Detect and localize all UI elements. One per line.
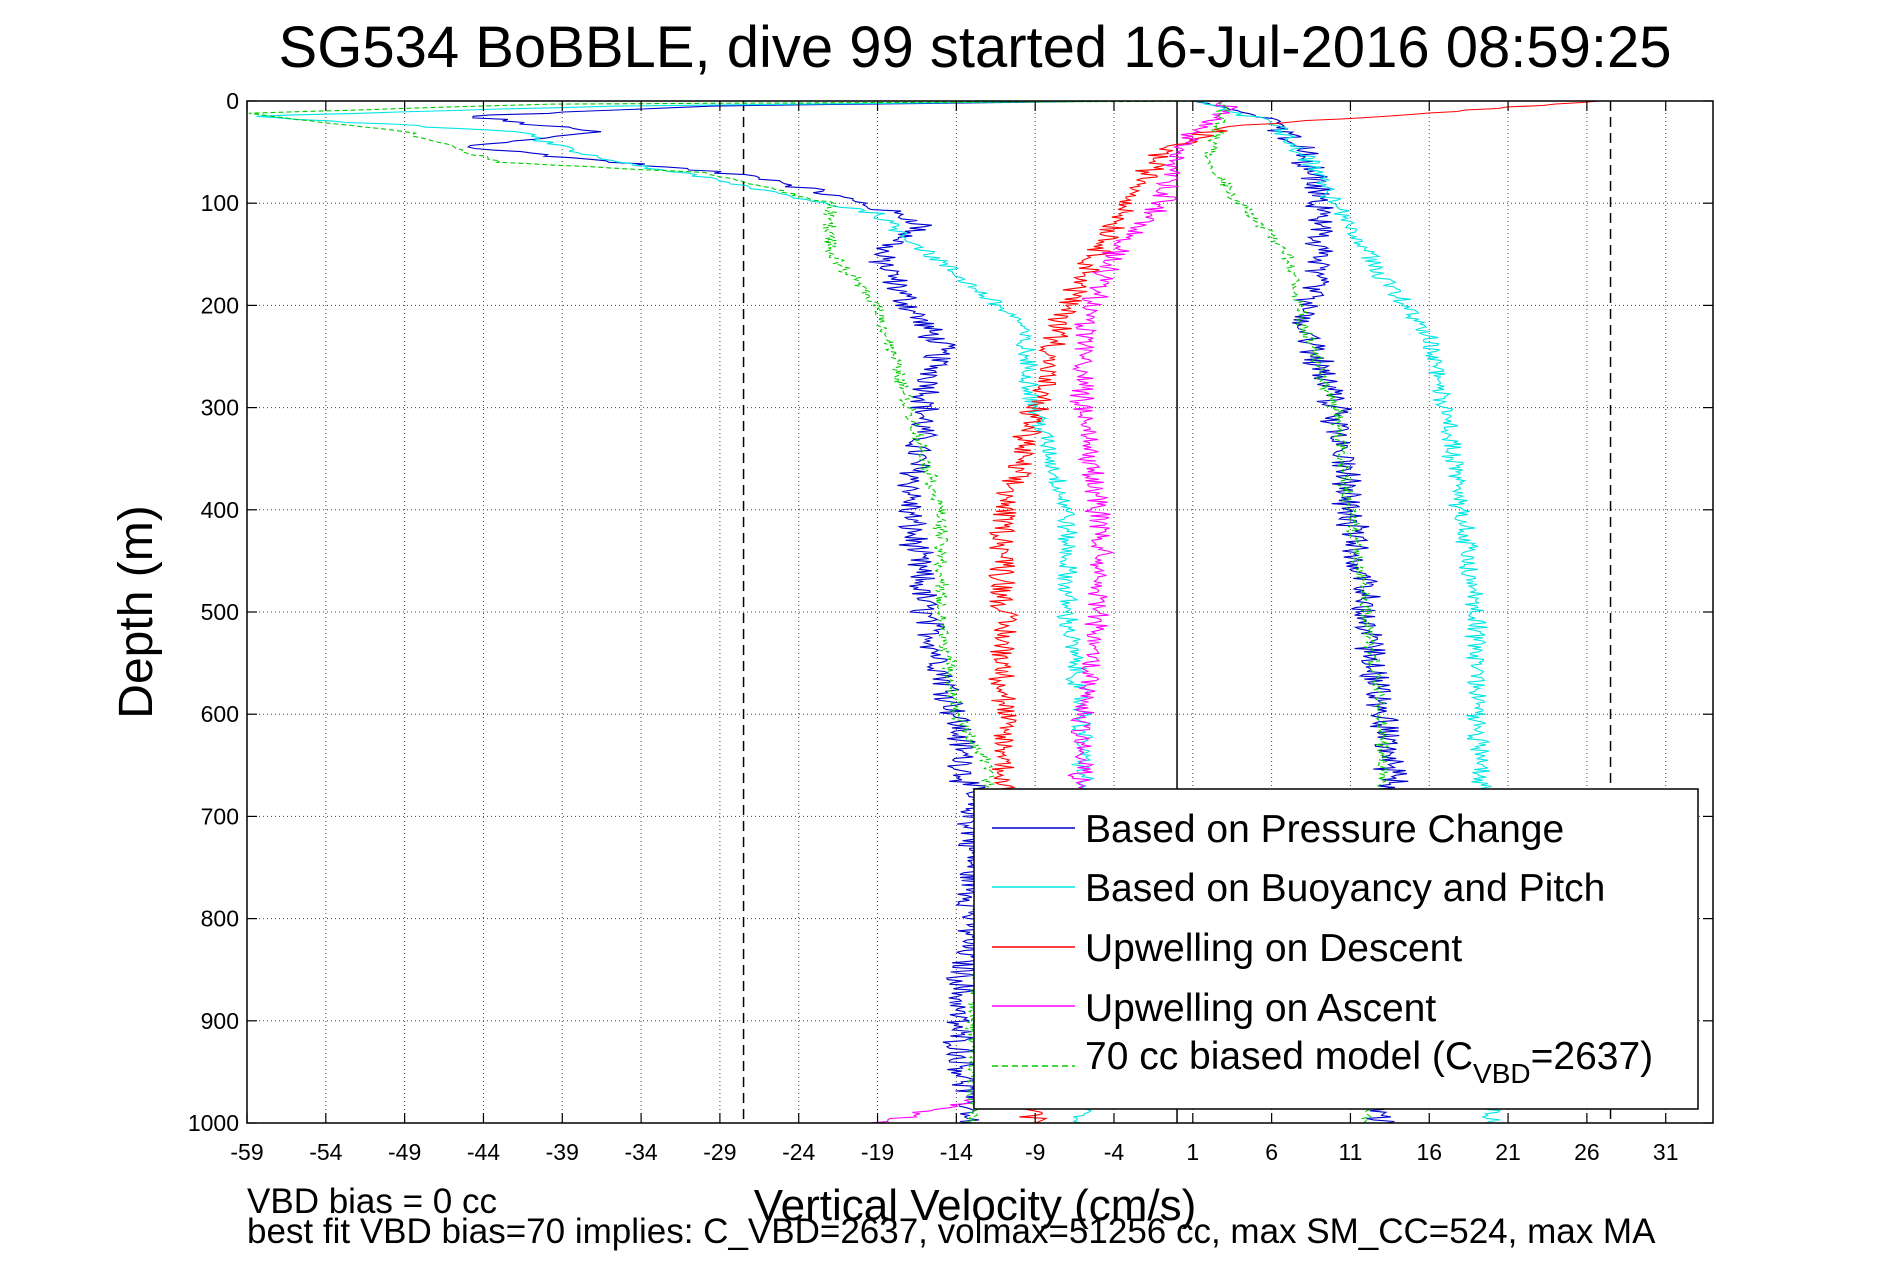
x-tick-label: -54 — [309, 1139, 342, 1165]
x-tick-label: 6 — [1265, 1139, 1278, 1165]
x-axis-label: Vertical Velocity (cm/s) — [754, 1181, 1197, 1230]
legend-box — [973, 788, 1699, 1110]
vbd-bias-note: VBD bias = 0 cc — [247, 1182, 497, 1221]
x-tick-label: -39 — [546, 1139, 579, 1165]
y-tick-label: 600 — [201, 701, 239, 727]
y-tick-label: 1000 — [188, 1110, 239, 1136]
y-tick-label: 700 — [201, 803, 239, 829]
x-tick-label: 16 — [1416, 1139, 1442, 1165]
x-tick-label: -9 — [1025, 1139, 1045, 1165]
y-tick-label: 0 — [226, 88, 239, 114]
x-tick-label: 1 — [1186, 1139, 1199, 1165]
x-tick-label: 31 — [1653, 1139, 1679, 1165]
legend-label-pressure: Based on Pressure Change — [1085, 808, 1564, 851]
legend-model-main: 70 cc biased model (C — [1085, 1035, 1473, 1078]
x-axis-ticks: -59 -54 -49 -44 -39 -34 -29 -24 -19 -14 -9 -4 1 6 11 16… — [230, 101, 1679, 1165]
y-tick-label: 400 — [201, 497, 239, 523]
x-tick-label: 21 — [1495, 1139, 1521, 1165]
x-tick-label: -19 — [861, 1139, 894, 1165]
y-axis-label: Depth (m) — [110, 505, 163, 718]
x-tick-label: -24 — [782, 1139, 815, 1165]
x-tick-label: -4 — [1104, 1139, 1125, 1165]
best-fit-note: best fit VBD bias=70 implies: C_VBD=2637… — [247, 1212, 1656, 1251]
x-tick-label: -49 — [388, 1139, 421, 1165]
x-tick-label: -14 — [940, 1139, 973, 1165]
x-tick-label: 26 — [1574, 1139, 1600, 1165]
y-tick-label: 300 — [201, 395, 239, 421]
series-line-based-on-pressure-descent — [466, 101, 1117, 1123]
chart-title: SG534 BoBBLE, dive 99 started 16-Jul-201… — [279, 15, 1672, 80]
legend: Based on Pressure Change Based on Buoyan… — [973, 788, 1699, 1110]
legend-label-buoyancy: Based on Buoyancy and Pitch — [1085, 867, 1605, 910]
y-tick-label: 100 — [201, 190, 239, 216]
y-tick-label: 200 — [201, 292, 239, 318]
legend-label-model: 70 cc biased model (CVBD=2637) — [1085, 1035, 1653, 1089]
legend-model-subscript: VBD — [1473, 1058, 1531, 1089]
y-tick-label: 500 — [201, 599, 239, 625]
x-tick-label: 11 — [1338, 1139, 1362, 1165]
x-tick-label: -29 — [703, 1139, 736, 1165]
x-tick-label: -59 — [230, 1139, 263, 1165]
y-tick-label: 800 — [201, 906, 239, 932]
legend-label-descent: Upwelling on Descent — [1085, 927, 1462, 970]
x-tick-label: -44 — [467, 1139, 500, 1165]
legend-model-value: =2637) — [1531, 1035, 1654, 1078]
legend-label-ascent: Upwelling on Ascent — [1085, 987, 1436, 1030]
y-tick-label: 900 — [201, 1008, 239, 1034]
y-axis-ticks: 0 100 200 300 400 500 600 700 800 900 1000 — [188, 88, 1713, 1136]
x-tick-label: -34 — [624, 1139, 657, 1165]
